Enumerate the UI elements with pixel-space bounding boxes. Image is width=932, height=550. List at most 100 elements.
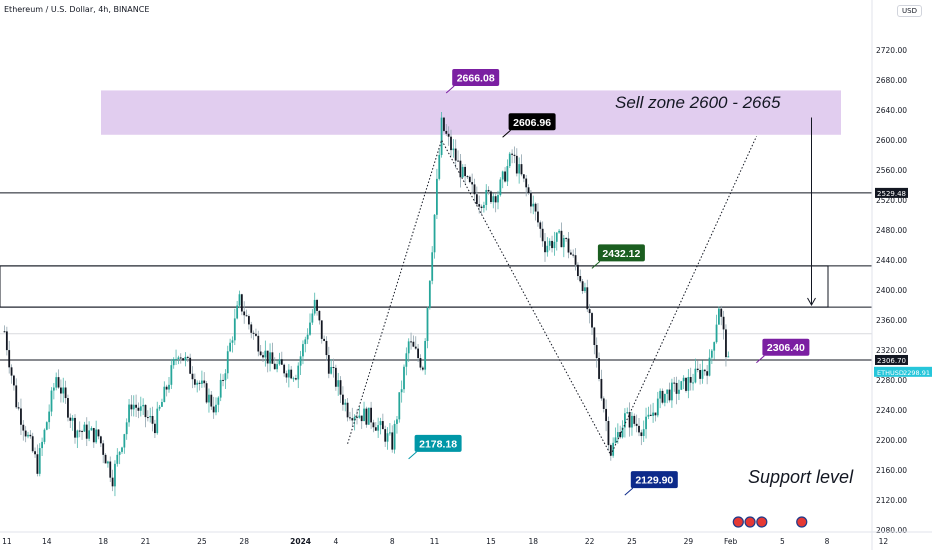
candle-body <box>499 179 502 196</box>
candle-body <box>252 332 255 334</box>
candle-body <box>222 379 224 381</box>
candle-body <box>123 434 126 448</box>
candle-body <box>522 174 525 179</box>
candle-body <box>13 375 15 386</box>
time-axis: 11 14 18 21 25 28 2024 4 8 11 15 18 22 25 29 Feb 5 8 12 <box>0 516 932 546</box>
candle-body <box>374 427 377 431</box>
candle-body <box>391 432 394 450</box>
candle-body <box>224 373 227 381</box>
candle-body <box>43 429 46 442</box>
candle-body <box>515 155 518 174</box>
candle-body <box>262 355 264 358</box>
candle-body <box>323 338 325 341</box>
candle-body <box>255 333 257 336</box>
candle-body <box>633 415 636 424</box>
time-tick: 12 <box>879 537 889 546</box>
label-pointer <box>445 85 455 94</box>
candle-body <box>400 389 403 393</box>
candle-body <box>497 195 499 203</box>
label-pointer <box>502 129 511 138</box>
candle-body <box>558 230 560 233</box>
candle-body <box>593 327 596 345</box>
candle-body <box>431 252 434 281</box>
candle-body <box>283 364 286 374</box>
candle-body <box>271 352 274 364</box>
candle-body <box>45 422 48 430</box>
time-tick: 18 <box>528 537 538 546</box>
candle-body <box>626 412 629 414</box>
price-tick: 2320.00 <box>876 346 907 355</box>
candle-body <box>149 415 152 418</box>
candle-body <box>332 367 335 369</box>
time-tick: 8 <box>825 537 830 546</box>
candle-body <box>17 407 20 409</box>
candle-body <box>71 417 74 421</box>
candle-body <box>201 380 203 384</box>
time-tick: 28 <box>239 537 249 546</box>
time-tick: 25 <box>197 537 207 546</box>
candle-body <box>20 408 22 425</box>
candle-body <box>118 451 121 455</box>
candle-body <box>492 196 495 203</box>
candle-body <box>360 415 363 422</box>
candle-body <box>614 437 617 443</box>
last-price-value: 2298.91 <box>903 369 930 377</box>
sell-zone-label: Sell zone 2600 - 2665 <box>615 93 781 112</box>
candle-body <box>24 430 27 437</box>
line-price-text: 2306.70 <box>877 357 906 365</box>
candle-body <box>616 432 619 438</box>
candle-body <box>548 240 551 246</box>
candle-body <box>219 379 222 398</box>
candle-body <box>483 204 485 209</box>
candle-body <box>569 252 572 255</box>
currency-button[interactable]: USD <box>897 5 922 17</box>
candle-body <box>663 393 666 403</box>
candle-body <box>654 412 657 416</box>
candle-body <box>135 404 137 408</box>
candle-body <box>137 407 140 411</box>
candle-body <box>628 412 631 428</box>
candle-body <box>146 417 149 419</box>
price-tick: 2160.00 <box>876 466 907 475</box>
price-tick: 2560.00 <box>876 166 907 175</box>
candle-body <box>480 206 483 209</box>
candle-body <box>696 368 699 371</box>
candle-body <box>276 364 278 370</box>
event-flag-icon <box>732 516 744 528</box>
candle-body <box>588 309 591 314</box>
candle-body <box>457 160 459 162</box>
candle-body <box>182 358 184 361</box>
symbol-tag: ETHUSD <box>877 369 904 377</box>
price-tick: 2680.00 <box>876 76 907 85</box>
time-tick: 11 <box>430 537 440 546</box>
time-tick: 11 <box>2 537 12 546</box>
candle-body <box>196 382 199 385</box>
candle-body <box>426 307 429 341</box>
candle-body <box>562 238 565 248</box>
candle-body <box>132 404 135 410</box>
candle-body <box>299 356 302 366</box>
candle-body <box>419 358 422 368</box>
candle-body <box>466 176 469 178</box>
candle-body <box>121 447 123 452</box>
candle-body <box>584 287 586 292</box>
candle-body <box>243 311 246 316</box>
candle-body <box>649 414 652 416</box>
candle-body <box>233 318 236 341</box>
price-label: 2432.12 <box>602 248 640 260</box>
price-tick: 2200.00 <box>876 436 907 445</box>
candle-body <box>38 448 41 474</box>
candle-body <box>52 387 55 391</box>
candle-body <box>417 348 419 359</box>
candle-body <box>487 189 490 192</box>
candle-body <box>245 315 248 317</box>
candle-body <box>95 429 98 443</box>
candle-body <box>339 380 342 395</box>
price-tick: 2400.00 <box>876 286 907 295</box>
candle-body <box>506 166 509 182</box>
candle-body <box>334 367 337 387</box>
candle-body <box>269 352 271 364</box>
candle-body <box>90 428 93 431</box>
candle-body <box>318 310 321 321</box>
